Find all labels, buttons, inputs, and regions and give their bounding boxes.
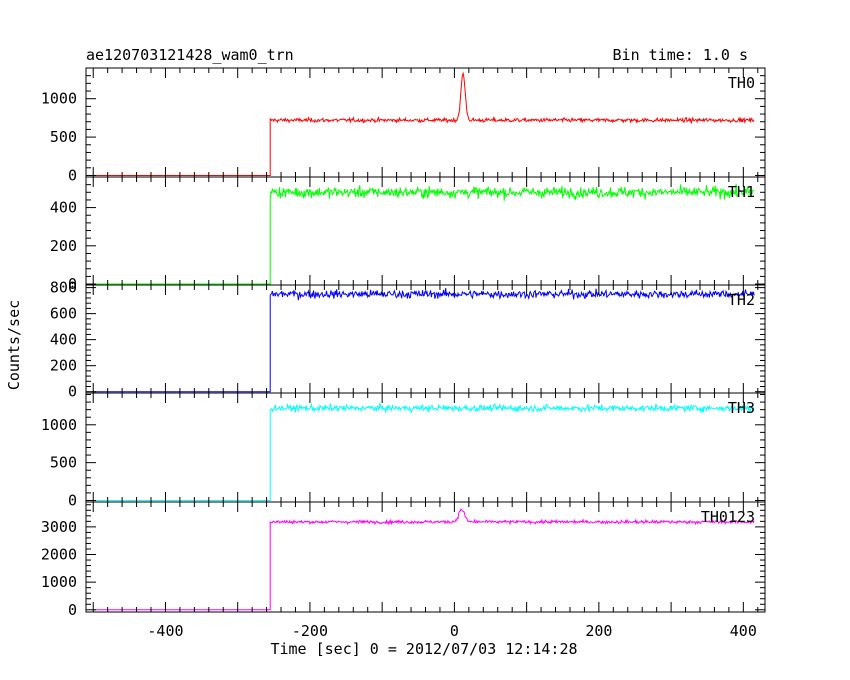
panel-th1: 0 200 400 TH1	[50, 176, 766, 293]
panel-th2: 0 200 400 600 800 TH2	[50, 279, 766, 401]
y-tick-label: 200	[50, 357, 77, 375]
y-tick-label: 800	[50, 279, 77, 297]
y-tick-label: 1000	[41, 90, 77, 108]
panel-th0123: 0 1000 2000 3000 TH0123	[41, 501, 766, 619]
chart-title: ae120703121428_wam0_trn	[86, 46, 294, 64]
series-line-th2	[93, 287, 755, 393]
x-tick-label: -200	[292, 622, 328, 640]
y-tick-label: 1000	[41, 416, 77, 434]
y-tick-label: 0	[68, 383, 77, 401]
series-line-th0	[93, 71, 755, 176]
series-label-th2: TH2	[728, 291, 755, 309]
x-axis-label: Time [sec] 0 = 2012/07/03 12:14:28	[270, 640, 577, 658]
x-tick-label: 400	[730, 622, 757, 640]
x-tick-label: -400	[147, 622, 183, 640]
panels: 0 500 1000 TH0 0 200 400 TH1 0 200 400 600 800 TH2 0 50…	[41, 67, 766, 640]
panel-th3: 0 500 1000 TH3	[41, 392, 766, 509]
y-tick-label: 400	[50, 199, 77, 217]
y-axis-label: Counts/sec	[5, 300, 23, 390]
panel-th0: 0 500 1000 TH0	[41, 67, 766, 184]
panel-frame	[85, 501, 766, 613]
series-label-th0123: TH0123	[701, 508, 755, 526]
y-tick-label: 1000	[41, 573, 77, 591]
series-line-th1	[93, 183, 755, 285]
y-tick-label: 0	[68, 166, 77, 184]
series-label-th1: TH1	[728, 183, 755, 201]
y-tick-label: 3000	[41, 518, 77, 536]
panel-frame	[85, 284, 766, 394]
panel-frame	[85, 67, 766, 178]
y-tick-label: 400	[50, 331, 77, 349]
y-tick-label: 0	[68, 491, 77, 509]
bin-time-label: Bin time: 1.0 s	[613, 46, 748, 64]
y-tick-label: 0	[68, 601, 77, 619]
y-tick-label: 500	[50, 128, 77, 146]
y-tick-label: 200	[50, 237, 77, 255]
x-tick-label: 200	[585, 622, 612, 640]
series-line-th0123	[93, 508, 755, 611]
series-line-th3	[93, 402, 755, 501]
series-label-th0: TH0	[728, 74, 755, 92]
series-label-th3: TH3	[728, 399, 755, 417]
y-tick-label: 2000	[41, 546, 77, 564]
y-tick-label: 0	[68, 275, 77, 293]
x-tick-label: 0	[450, 622, 459, 640]
y-tick-label: 600	[50, 305, 77, 323]
y-tick-label: 500	[50, 454, 77, 472]
